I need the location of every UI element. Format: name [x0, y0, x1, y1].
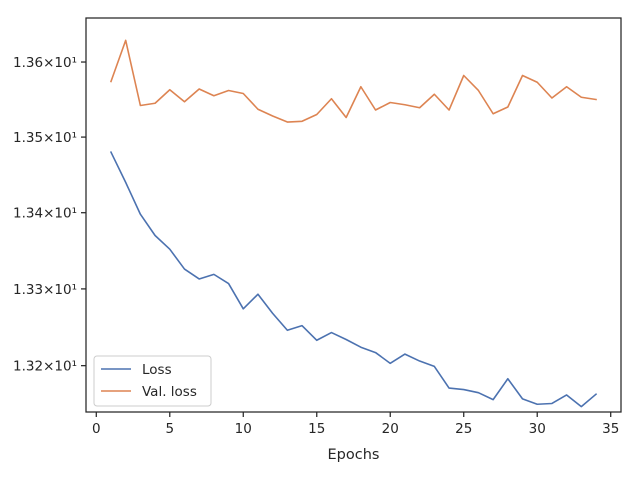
- legend-label: Loss: [142, 362, 172, 378]
- plot-frame: [85, 17, 622, 413]
- series-line-val-loss: [109, 39, 597, 123]
- x-tick-label: 20: [382, 421, 399, 437]
- series-layer: [109, 39, 598, 408]
- x-tick-label: 25: [455, 421, 472, 437]
- x-tick-label: 10: [235, 421, 252, 437]
- x-axis: 0 5 10 15 20 25 30 35: [92, 412, 619, 437]
- x-tick-label: 5: [165, 421, 174, 437]
- x-tick-label: 15: [308, 421, 325, 437]
- x-tick-label: 35: [602, 421, 619, 437]
- x-axis-title: Epochs: [328, 447, 380, 463]
- plot-area: [86, 18, 621, 412]
- x-tick-label: 0: [92, 421, 101, 437]
- y-tick-label: 1.33×10¹: [13, 282, 77, 298]
- y-tick-label: 1.35×10¹: [13, 130, 77, 146]
- series-line-loss: [109, 151, 598, 408]
- y-tick-label: 1.32×10¹: [13, 359, 77, 375]
- y-axis: 1.32×10¹ 1.33×10¹ 1.34×10¹ 1.35×10¹ 1.36×10¹: [13, 55, 86, 375]
- legend-label: Val. loss: [142, 384, 197, 400]
- y-tick-label: 1.34×10¹: [13, 206, 77, 222]
- x-tick-label: 30: [529, 421, 546, 437]
- y-tick-label: 1.36×10¹: [13, 55, 77, 71]
- legend: Loss Val. loss: [93, 355, 212, 407]
